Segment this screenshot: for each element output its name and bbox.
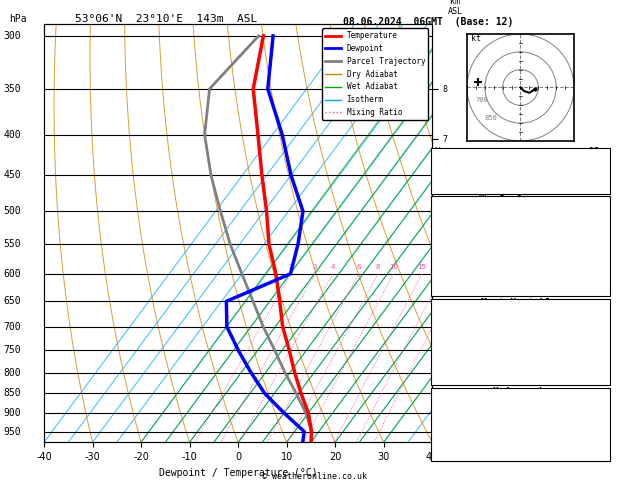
Text: 15: 15 <box>418 264 426 270</box>
Text: LCL: LCL <box>440 445 455 454</box>
Text: 21: 21 <box>589 414 601 424</box>
Text: 08.06.2024  06GMT  (Base: 12): 08.06.2024 06GMT (Base: 12) <box>343 17 513 27</box>
Text: 2: 2 <box>595 339 601 348</box>
Text: 0: 0 <box>595 263 601 273</box>
Text: 10: 10 <box>389 264 398 270</box>
Legend: Temperature, Dewpoint, Parcel Trajectory, Dry Adiabat, Wet Adiabat, Isotherm, Mi: Temperature, Dewpoint, Parcel Trajectory… <box>322 28 428 120</box>
Text: θₑ(K): θₑ(K) <box>434 236 464 246</box>
Text: 550: 550 <box>3 239 21 249</box>
Text: 13.1: 13.1 <box>577 223 601 232</box>
Text: 1.83: 1.83 <box>577 174 601 184</box>
Text: 800: 800 <box>3 367 21 378</box>
Text: StmDir: StmDir <box>434 428 469 437</box>
Text: 975: 975 <box>583 312 601 321</box>
Text: 43: 43 <box>589 161 601 171</box>
Text: SREH: SREH <box>434 414 457 424</box>
Text: EH: EH <box>434 400 446 410</box>
Text: Dewp (°C): Dewp (°C) <box>434 223 487 232</box>
Text: -20: -20 <box>583 400 601 410</box>
Text: 700: 700 <box>3 322 21 332</box>
Text: CIN (J): CIN (J) <box>434 366 475 376</box>
Text: 300: 300 <box>3 31 21 41</box>
Text: 950: 950 <box>3 427 21 436</box>
Text: CIN (J): CIN (J) <box>434 277 475 287</box>
Text: Mixing Ratio (g/kg): Mixing Ratio (g/kg) <box>478 186 487 281</box>
Text: 450: 450 <box>3 170 21 180</box>
Text: 2: 2 <box>289 264 293 270</box>
Text: 14: 14 <box>589 352 601 362</box>
Text: km
ASL: km ASL <box>448 0 463 16</box>
Text: 5: 5 <box>595 250 601 260</box>
Text: © weatheronline.co.uk: © weatheronline.co.uk <box>262 472 367 481</box>
Text: 44: 44 <box>589 366 601 376</box>
Text: 700: 700 <box>476 97 489 103</box>
Text: 314: 314 <box>583 236 601 246</box>
Text: CAPE (J): CAPE (J) <box>434 352 481 362</box>
Text: kt: kt <box>470 34 481 43</box>
Text: 400: 400 <box>3 130 21 139</box>
Text: 350: 350 <box>3 84 21 94</box>
Text: Lifted Index: Lifted Index <box>434 250 504 260</box>
Text: 53°06'N  23°10'E  143m  ASL: 53°06'N 23°10'E 143m ASL <box>75 14 257 23</box>
Text: 14.8: 14.8 <box>577 209 601 219</box>
Text: Totals Totals: Totals Totals <box>434 161 510 171</box>
Text: Lifted Index: Lifted Index <box>434 339 504 348</box>
Text: Most Unstable: Most Unstable <box>481 298 557 308</box>
Text: 850: 850 <box>485 115 498 121</box>
Text: 3: 3 <box>313 264 317 270</box>
Text: 0: 0 <box>595 277 601 287</box>
Text: 650: 650 <box>3 296 21 306</box>
Text: 4: 4 <box>331 264 335 270</box>
Text: 277°: 277° <box>577 428 601 437</box>
Text: 600: 600 <box>3 269 21 279</box>
Text: Surface: Surface <box>498 195 540 205</box>
Text: 8: 8 <box>376 264 381 270</box>
Text: hPa: hPa <box>9 14 26 24</box>
Text: 900: 900 <box>3 408 21 418</box>
Text: 500: 500 <box>3 206 21 216</box>
X-axis label: Dewpoint / Temperature (°C): Dewpoint / Temperature (°C) <box>159 468 318 478</box>
Text: θₑ (K): θₑ (K) <box>434 325 469 335</box>
Text: 6: 6 <box>357 264 361 270</box>
Text: 850: 850 <box>3 388 21 399</box>
Text: 750: 750 <box>3 346 21 355</box>
Text: 24: 24 <box>589 441 601 451</box>
Text: K: K <box>434 147 440 157</box>
Text: StmSpd (kt): StmSpd (kt) <box>434 441 499 451</box>
Text: Temp (°C): Temp (°C) <box>434 209 487 219</box>
Text: 320: 320 <box>583 325 601 335</box>
Text: Pressure (mb): Pressure (mb) <box>434 312 510 321</box>
Text: CAPE (J): CAPE (J) <box>434 263 481 273</box>
Text: PW (cm): PW (cm) <box>434 174 475 184</box>
Text: Hodograph: Hodograph <box>493 387 545 397</box>
Text: 12: 12 <box>589 147 601 157</box>
